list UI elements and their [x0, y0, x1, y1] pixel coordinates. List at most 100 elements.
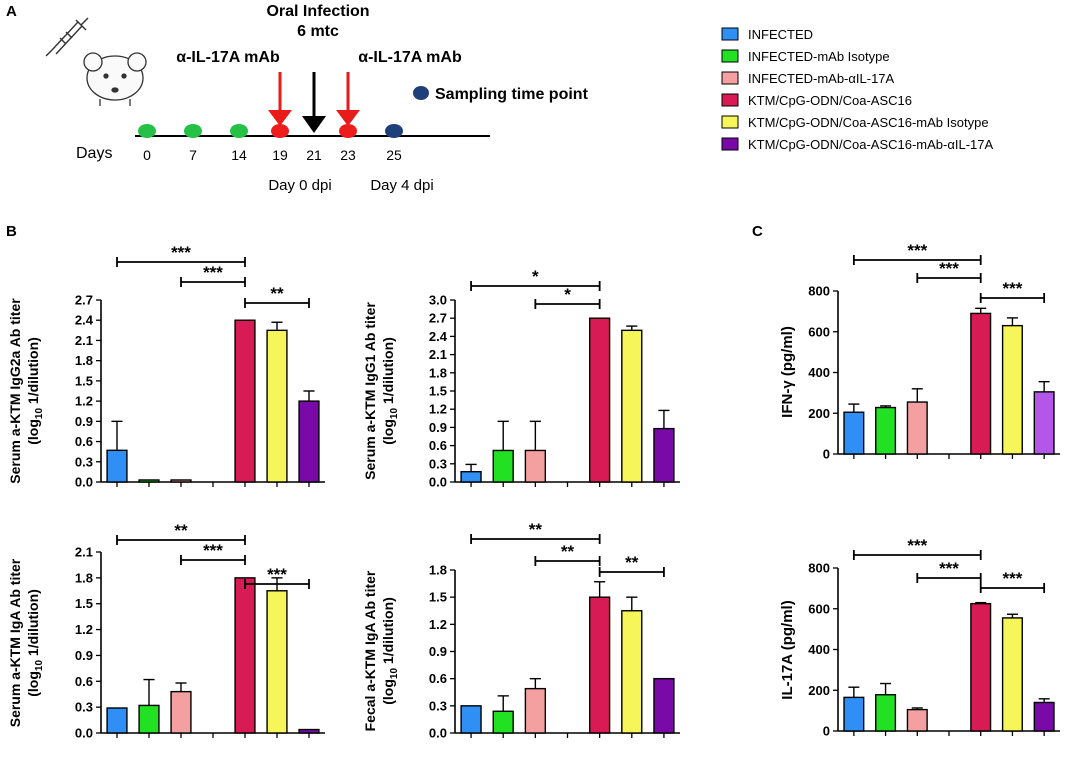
bar	[588, 596, 611, 734]
legend-swatch	[721, 49, 739, 63]
bar	[106, 707, 128, 734]
bar	[906, 708, 928, 732]
bar	[298, 400, 320, 483]
y-tick-label: 1.5	[429, 384, 447, 399]
y-axis-label-line2: (log	[380, 419, 396, 445]
legend-label: INFECTED	[748, 27, 813, 42]
y-axis-label: IFN-γ (pg/ml)	[779, 326, 796, 418]
y-tick-label: 2.7	[429, 311, 447, 326]
y-tick-label: 1.5	[429, 590, 447, 605]
y-axis-label: Fecal a-KTM IgA Ab titer (log10 1/dilutio…	[362, 570, 400, 731]
bar	[1033, 391, 1055, 455]
y-axis-label-line2: (log	[380, 679, 396, 705]
y-tick-label: 0.6	[75, 434, 93, 449]
y-tick-label: 0.0	[429, 726, 447, 741]
y-tick-label: 0.9	[429, 420, 447, 435]
charts: 0.00.30.60.91.21.51.82.12.42.7********Se…	[7, 241, 1060, 741]
y-tick-label: 0.9	[429, 644, 447, 659]
significance-label: **	[174, 521, 188, 540]
y-tick-label: 2.4	[75, 313, 94, 328]
significance-label: **	[561, 542, 575, 561]
day-tick: 23	[340, 147, 356, 163]
y-tick-label: 1.2	[429, 617, 447, 632]
bar	[492, 449, 514, 483]
chart-igg2a: 0.00.30.60.91.21.51.82.12.42.7********Se…	[7, 243, 325, 490]
bar	[875, 694, 897, 732]
y-tick-label: 1.8	[429, 563, 447, 578]
significance-label: ***	[1002, 279, 1022, 298]
significance-label: **	[529, 520, 543, 539]
legend-swatch	[721, 27, 739, 41]
y-tick-label: 0.6	[75, 674, 93, 689]
bar	[653, 427, 675, 483]
bar	[653, 677, 675, 734]
bar	[234, 577, 256, 734]
bar	[906, 401, 928, 455]
y-axis-label-line2: (log	[25, 419, 41, 445]
y-axis-label-subscript: 10	[34, 660, 45, 672]
panel-letter-c: C	[752, 223, 763, 240]
day-tick: 25	[386, 147, 402, 163]
bar	[970, 312, 992, 455]
bar	[266, 590, 288, 734]
y-axis-label-text: IL-17A (pg/ml)	[779, 600, 796, 699]
y-tick-label: 2.7	[75, 293, 93, 308]
y-axis-label: Serum a-KTM IgA Ab titer (log10 1/dilutio…	[7, 558, 45, 727]
significance-label: ***	[939, 259, 959, 278]
y-tick-label: 600	[808, 601, 830, 616]
y-tick-label: 2.4	[429, 329, 448, 344]
y-tick-label: 0.0	[75, 475, 93, 490]
y-tick-label: 1.2	[429, 402, 447, 417]
marker-day14	[230, 124, 248, 138]
mab-label-second: α-IL-17A mAb	[358, 49, 462, 66]
schedule-panel: Oral Infection 6 mtc α-IL-17A mAb α-IL-1…	[45, 3, 589, 194]
y-tick-label: 0	[823, 724, 830, 739]
y-axis-label-line2-end: 1/dilution)	[380, 597, 396, 668]
chart-il17a: 0 200 400 600 800 *** *** *** IL-17A (pg/ml)	[779, 536, 1060, 739]
bar	[298, 728, 320, 734]
bar	[170, 690, 192, 734]
days-label: Days	[76, 145, 112, 162]
significance-label: ***	[907, 241, 927, 260]
y-tick-label: 1.2	[75, 622, 93, 637]
bar	[138, 479, 160, 483]
day-tick: 21	[306, 147, 322, 163]
y-axis-label: Serum a-KTM IgG2a Ab titer (log10 1/dilut…	[7, 298, 45, 484]
y-axis-label-text: IFN-γ (pg/ml)	[779, 326, 796, 418]
mab-arrow-day19	[268, 72, 292, 126]
bar	[843, 696, 865, 732]
significance-label: ***	[907, 536, 927, 555]
y-tick-label: 0.3	[75, 454, 93, 469]
significance-label: **	[625, 553, 639, 572]
y-tick-label: 0.0	[429, 475, 447, 490]
day-tick: 19	[272, 147, 288, 163]
panel-letter-b: B	[6, 223, 17, 240]
marker-day23	[339, 124, 357, 138]
legend-label: KTM/CpG-ODN/Coa-ASC16-mAb-αIL-17A	[748, 137, 994, 152]
legend-label: INFECTED-mAb Isotype	[748, 49, 890, 64]
y-tick-label: 200	[808, 683, 830, 698]
y-tick-label: 0.3	[429, 456, 447, 471]
significance-label: *	[564, 285, 571, 304]
legend: INFECTED INFECTED-mAb Isotype INFECTED-mAb…	[721, 27, 994, 152]
y-axis-label-line2-end: 1/dilution)	[25, 589, 41, 660]
y-tick-label: 2.1	[429, 347, 447, 362]
bar	[138, 704, 160, 734]
y-axis-label-line2-end: 1/dilution)	[25, 337, 41, 408]
bar	[1001, 324, 1023, 455]
bar	[843, 411, 865, 455]
y-tick-label: 0	[823, 447, 830, 462]
marker-day7	[184, 124, 202, 138]
mab-arrow-day23	[336, 72, 360, 126]
bar	[875, 406, 897, 455]
legend-swatch	[721, 71, 739, 85]
oral-infection-title: Oral Infection	[266, 3, 369, 20]
y-tick-label: 1.8	[429, 365, 447, 380]
infection-arrow-day21	[302, 72, 326, 133]
bar	[621, 329, 643, 483]
bar	[234, 319, 256, 483]
y-tick-label: 600	[808, 324, 830, 339]
y-tick-label: 1.5	[75, 373, 93, 388]
significance-label: ***	[203, 263, 223, 282]
